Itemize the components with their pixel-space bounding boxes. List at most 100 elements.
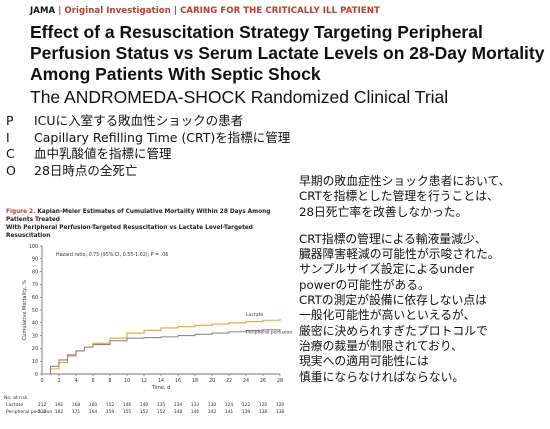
- y-axis-label: Cumulative Mortality, %: [22, 280, 28, 340]
- pico-row-p: P ICUに入室する敗血性ショックの患者: [6, 113, 290, 130]
- pico-key: O: [6, 162, 16, 178]
- at-risk-value: 124: [225, 402, 234, 408]
- figure-title-1: Kaplan-Meier Estimates of Cumulative Mor…: [6, 209, 271, 223]
- at-risk-value: 171: [72, 409, 81, 415]
- title-line-2: Perfusion Status vs Serum Lactate Levels…: [30, 43, 545, 63]
- at-risk-value: 155: [123, 409, 132, 415]
- x-tick-label: 4: [74, 378, 77, 384]
- at-risk-value: 141: [225, 409, 234, 415]
- pico-text: Capillary Refilling Time (CRT)を指標に管理: [34, 129, 291, 145]
- pico-text: ICUに入室する敗血性ショックの患者: [34, 113, 244, 128]
- summary-line: 臓器障害軽減の可能性が示唆された。: [299, 247, 500, 262]
- y-tick-label: 10: [32, 359, 38, 365]
- at-risk-value: 120: [276, 402, 285, 408]
- summary-text: 早期の敗血症性ショック患者において、 CRTを指標とした管理を行うことは、 28…: [299, 174, 549, 385]
- figure-label: Figure 2.: [6, 209, 36, 215]
- at-risk-value: 146: [191, 409, 200, 415]
- y-tick-label: 20: [32, 346, 38, 352]
- at-risk-value: 130: [208, 402, 217, 408]
- summary-line: CRT指標の管理による輸液量減少、: [299, 231, 487, 246]
- summary-line: 現実への適用可能性には: [299, 354, 429, 369]
- pico-list: P ICUに入室する敗血性ショックの患者 I Capillary Refilling…: [6, 113, 290, 179]
- summary-line: powerの可能性がある。: [299, 277, 430, 292]
- article-category: Original Investigation: [64, 6, 171, 16]
- at-risk-value: 152: [140, 409, 149, 415]
- at-risk-value: 160: [89, 402, 98, 408]
- at-risk-value: 148: [174, 409, 183, 415]
- x-tick-label: 14: [158, 378, 164, 384]
- at-risk-value: 159: [106, 409, 115, 415]
- header-separator-2: |: [173, 6, 178, 16]
- x-axis-label: Time, d: [151, 385, 171, 391]
- at-risk-value: 133: [191, 402, 200, 408]
- summary-line: 早期の敗血症性ショック患者において、: [299, 174, 511, 188]
- at-risk-value: 140: [140, 402, 149, 408]
- series-line-lactate: [42, 318, 281, 375]
- at-risk-title: No. at risk: [4, 395, 28, 401]
- series-line-perfusion: [42, 329, 281, 375]
- at-risk-value: 120: [259, 402, 268, 408]
- pico-key: P: [6, 113, 14, 128]
- at-risk-row-label: Peripheral perfusion: [6, 409, 52, 415]
- at-risk-value: 164: [89, 409, 98, 415]
- summary-line: CRTの測定が設備に依存しない点は: [299, 293, 487, 308]
- x-tick-label: 0: [40, 378, 43, 384]
- at-risk-row-label: Lactate: [6, 402, 23, 408]
- at-risk-value: 122: [242, 402, 251, 408]
- at-risk-value: 135: [157, 402, 166, 408]
- journal-name: JAMA: [30, 6, 56, 16]
- pico-key: I: [6, 129, 10, 145]
- y-tick-label: 100: [29, 244, 38, 250]
- x-tick-label: 16: [175, 378, 181, 384]
- article-subtitle: The ANDROMEDA-SHOCK Randomized Clinical …: [30, 87, 449, 107]
- y-tick-label: 80: [32, 269, 38, 275]
- at-risk-value: 138: [259, 409, 268, 415]
- at-risk-value: 192: [55, 402, 64, 408]
- article-series: CARING FOR THE CRITICALLY ILL PATIENT: [180, 6, 380, 16]
- figure-title-2: With Peripheral Perfusion-Targeted Resus…: [6, 225, 253, 239]
- pico-text: 28日時点の全死亡: [34, 162, 138, 178]
- x-tick-label: 8: [108, 378, 111, 384]
- x-tick-label: 10: [124, 378, 130, 384]
- header-separator: |: [58, 6, 62, 16]
- title-line-3: Among Patients With Septic Shock: [30, 64, 321, 84]
- x-tick-label: 18: [192, 378, 198, 384]
- pico-text: 血中乳酸値を指標に管理: [34, 146, 172, 161]
- summary-line: 28日死亡率を改善しなかった。: [299, 204, 468, 219]
- x-tick-label: 22: [226, 378, 232, 384]
- x-tick-label: 26: [260, 378, 266, 384]
- at-risk-value: 134: [174, 402, 183, 408]
- at-risk-value: 212: [38, 409, 47, 415]
- journal-header: JAMA | Original Investigation | CARING FOR T…: [30, 6, 380, 16]
- pico-key: C: [6, 146, 15, 161]
- at-risk-value: 152: [106, 402, 115, 408]
- at-risk-value: 142: [208, 409, 217, 415]
- summary-line: 厳密に決められすぎたプロトコルで: [299, 323, 488, 338]
- summary-line: サンプルサイズ設定によるunder: [299, 262, 475, 277]
- x-tick-label: 24: [243, 378, 249, 384]
- figure-caption: Figure 2. Kaplan-Meier Estimates of Cumu…: [6, 208, 292, 240]
- x-tick-label: 6: [91, 378, 94, 384]
- article-title: Effect of a Resuscitation Strategy Targe…: [30, 22, 545, 85]
- at-risk-value: 168: [72, 402, 81, 408]
- y-tick-label: 0: [35, 372, 38, 378]
- x-tick-label: 20: [209, 378, 215, 384]
- at-risk-value: 182: [55, 409, 64, 415]
- y-tick-label: 30: [32, 333, 38, 339]
- pico-row-c: C 血中乳酸値を指標に管理: [6, 146, 290, 163]
- at-risk-value: 146: [123, 402, 132, 408]
- series-label: Lactate: [246, 312, 263, 318]
- y-tick-label: 40: [32, 321, 38, 327]
- y-tick-label: 50: [32, 308, 38, 314]
- x-tick-label: 12: [141, 378, 147, 384]
- summary-line: 治療の裁量が制限されており、: [299, 338, 463, 353]
- summary-line: CRTを指標とした管理を行うことは、: [299, 189, 499, 204]
- hazard-ratio-annotation: Hazard ratio, 0.75 (95% CI, 0.55-1.02); …: [56, 252, 168, 258]
- x-tick-label: 28: [277, 378, 283, 384]
- y-tick-label: 70: [32, 282, 38, 288]
- summary-line: 慎重にならなければならない。: [299, 369, 465, 384]
- at-risk-value: 139: [242, 409, 251, 415]
- at-risk-value: 152: [157, 409, 166, 415]
- title-line-1: Effect of a Resuscitation Strategy Targe…: [30, 22, 483, 42]
